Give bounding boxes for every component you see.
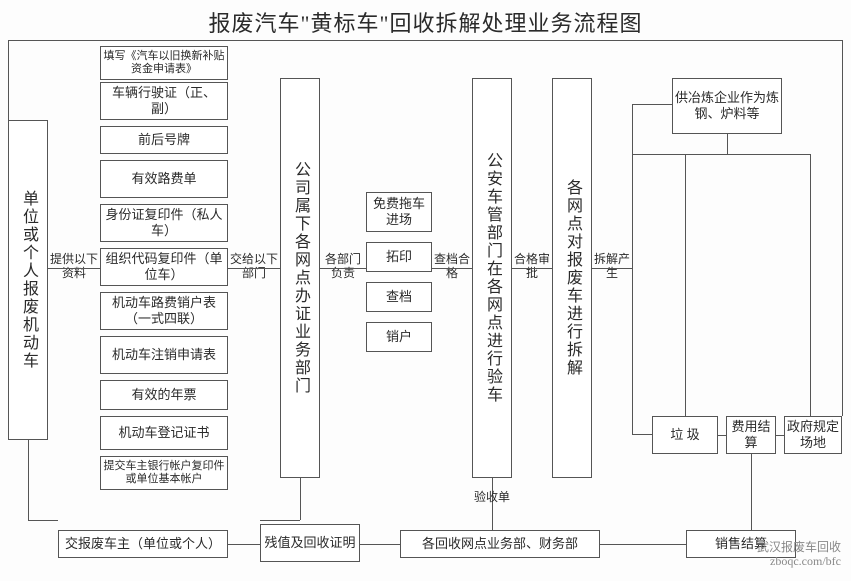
doc-6: 机动车路费销户表（一式四联） xyxy=(100,292,228,330)
conn-provide-docs: 提供以下资料 xyxy=(50,252,98,281)
b-link3 xyxy=(600,544,686,545)
conn-archive-ok: 查档合格 xyxy=(434,252,470,281)
h4 xyxy=(432,268,472,269)
b-link2 xyxy=(360,544,400,545)
col-police-text: 公安车管部门在各网点进行验车 xyxy=(482,152,502,404)
frame-top xyxy=(8,40,842,41)
h1 xyxy=(48,268,100,269)
doc-7: 机动车注销申请表 xyxy=(100,336,228,374)
b-link1 xyxy=(228,544,260,545)
line-produce xyxy=(592,268,632,269)
doc-2: 前后号牌 xyxy=(100,126,228,154)
bc-link2 xyxy=(776,435,784,436)
out-gov-site: 政府规定场地 xyxy=(784,416,842,454)
col-dismantle: 各网点对报废车进行拆解 xyxy=(552,78,592,478)
proc-2: 查档 xyxy=(366,282,432,312)
conn-to-dept: 交给以下部门 xyxy=(230,252,278,281)
out-fee: 费用结算 xyxy=(726,416,776,454)
diagram-title: 报废汽车"黄标车"回收拆解处理业务流程图 xyxy=(0,6,851,38)
drop3 xyxy=(300,478,301,520)
outA-stub xyxy=(727,134,728,154)
feedback-h xyxy=(685,154,810,155)
bottom-finance: 各回收网点业务部、财务部 xyxy=(400,530,600,558)
conn-dept-handle: 各部门负责 xyxy=(322,252,364,281)
h5 xyxy=(512,268,552,269)
h3 xyxy=(320,268,366,269)
doc-9: 机动车登记证书 xyxy=(100,416,228,450)
h2 xyxy=(228,268,280,269)
drop1 xyxy=(28,440,29,520)
drop3h xyxy=(260,520,300,521)
doc-5: 组织代码复印件（单位车） xyxy=(100,248,228,286)
watermark-1: 武汉报废车回收 xyxy=(757,538,841,555)
proc-1: 拓印 xyxy=(366,242,432,272)
col-company-dept: 公司属下各网点办证业务部门 xyxy=(280,78,320,478)
line-to-outB xyxy=(632,434,652,435)
conn-produce: 拆解产生 xyxy=(594,252,630,281)
col-company-dept-text: 公司属下各网点办证业务部门 xyxy=(290,161,310,395)
doc-8: 有效的年票 xyxy=(100,380,228,410)
col-start: 单位或个人报废机动车 xyxy=(8,120,48,440)
frame-left-stub xyxy=(8,40,9,120)
feedback-v1 xyxy=(685,154,686,416)
col-dismantle-text: 各网点对报废车进行拆解 xyxy=(562,179,582,377)
col-start-text: 单位或个人报废机动车 xyxy=(18,190,38,370)
out-smelter: 供冶炼企业作为炼钢、炉料等 xyxy=(672,78,782,134)
bc-link1 xyxy=(718,435,726,436)
doc-3: 有效路费单 xyxy=(100,160,228,198)
doc-0: 填写《汽车以旧换新补贴资金申请表》 xyxy=(100,46,228,80)
out-garbage: 垃 圾 xyxy=(652,416,718,454)
bottom-cert: 残值及回收证明 xyxy=(260,524,360,562)
doc-10: 提交车主银行帐户复印件或单位基本帐户 xyxy=(100,456,228,490)
drop1h xyxy=(28,520,58,521)
drop5 xyxy=(492,478,493,532)
line-to-outA xyxy=(632,104,672,105)
receipt-label: 验收单 xyxy=(466,490,518,504)
feedback-v2 xyxy=(810,154,811,416)
doc-4: 身份证复印件（私人车） xyxy=(100,204,228,242)
watermark-2: zboqc.com/bfc xyxy=(770,554,841,569)
proc-3: 销户 xyxy=(366,322,432,352)
bottom-owner: 交报废车主（单位或个人） xyxy=(58,530,228,558)
frame-right-stub xyxy=(842,40,843,416)
proc-0: 免费拖车进场 xyxy=(366,192,432,232)
conn-approved: 合格审批 xyxy=(514,252,550,281)
doc-1: 车辆行驶证（正、副） xyxy=(100,82,228,120)
col-police: 公安车管部门在各网点进行验车 xyxy=(472,78,512,478)
drop-fee xyxy=(751,454,752,532)
